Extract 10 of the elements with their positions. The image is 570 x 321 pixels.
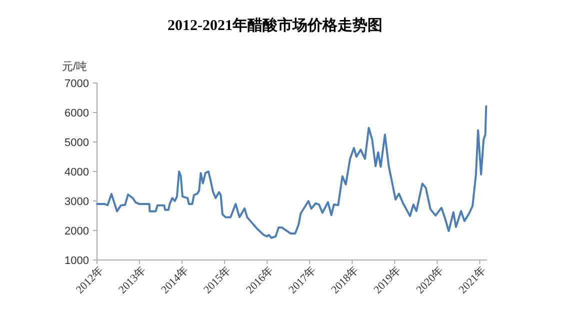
y-tick-label: 5000 [64,136,89,149]
line-series [96,105,488,239]
y-tick-label: 3000 [64,196,89,208]
chart-title: 2012-2021年醋酸市场价格走势图 [168,16,382,34]
y-tick-label: 2000 [64,225,89,238]
y-tick-label: 1000 [64,254,89,267]
y-tick-label: 7000 [64,78,89,90]
y-tick-label: 4000 [64,166,89,178]
y-tick-label: 6000 [64,107,89,120]
y-axis-title: 元/吨 [62,60,88,73]
